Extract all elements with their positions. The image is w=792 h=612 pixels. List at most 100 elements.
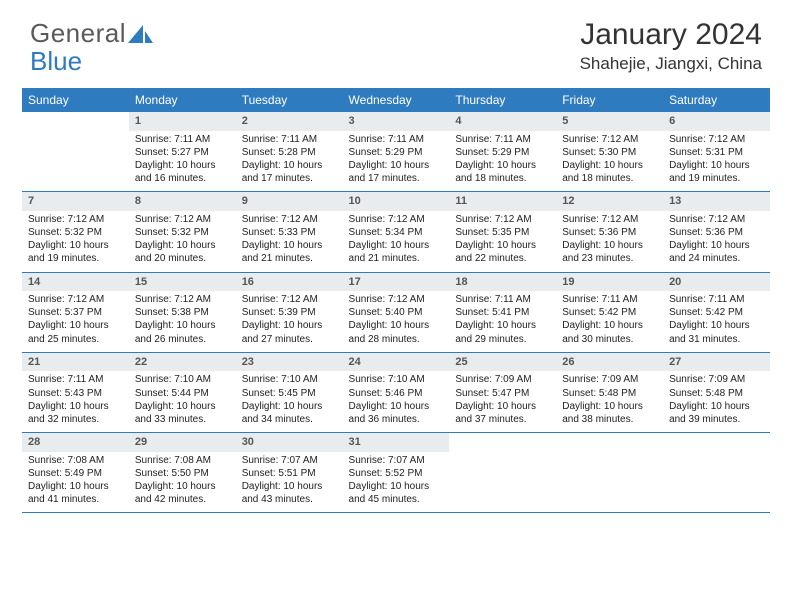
calendar-cell: 15Sunrise: 7:12 AMSunset: 5:38 PMDayligh…	[129, 272, 236, 352]
calendar-cell: 21Sunrise: 7:11 AMSunset: 5:43 PMDayligh…	[22, 352, 129, 432]
sunrise-text: Sunrise: 7:12 AM	[455, 213, 550, 226]
day-number: 1	[129, 112, 236, 131]
sunset-text: Sunset: 5:49 PM	[28, 467, 123, 480]
daylight-text: Daylight: 10 hours and 19 minutes.	[28, 239, 123, 265]
day-details: Sunrise: 7:11 AMSunset: 5:28 PMDaylight:…	[236, 133, 343, 186]
daylight-text: Daylight: 10 hours and 42 minutes.	[135, 480, 230, 506]
day-number: 19	[556, 273, 663, 292]
day-number: 23	[236, 353, 343, 372]
day-details: Sunrise: 7:09 AMSunset: 5:47 PMDaylight:…	[449, 373, 556, 426]
calendar-cell: 13Sunrise: 7:12 AMSunset: 5:36 PMDayligh…	[663, 192, 770, 272]
day-details: Sunrise: 7:12 AMSunset: 5:30 PMDaylight:…	[556, 133, 663, 186]
sunset-text: Sunset: 5:48 PM	[562, 387, 657, 400]
calendar-cell: 20Sunrise: 7:11 AMSunset: 5:42 PMDayligh…	[663, 272, 770, 352]
sunset-text: Sunset: 5:40 PM	[349, 306, 444, 319]
calendar-cell: 10Sunrise: 7:12 AMSunset: 5:34 PMDayligh…	[343, 192, 450, 272]
calendar-cell: 8Sunrise: 7:12 AMSunset: 5:32 PMDaylight…	[129, 192, 236, 272]
day-number: 9	[236, 192, 343, 211]
sunset-text: Sunset: 5:51 PM	[242, 467, 337, 480]
day-number: 21	[22, 353, 129, 372]
brand-part2: Blue	[30, 46, 82, 77]
daylight-text: Daylight: 10 hours and 25 minutes.	[28, 319, 123, 345]
day-details: Sunrise: 7:07 AMSunset: 5:52 PMDaylight:…	[343, 454, 450, 507]
day-number: 24	[343, 353, 450, 372]
sunrise-text: Sunrise: 7:12 AM	[349, 213, 444, 226]
day-number: 6	[663, 112, 770, 131]
day-details: Sunrise: 7:12 AMSunset: 5:39 PMDaylight:…	[236, 293, 343, 346]
calendar-table: Sunday Monday Tuesday Wednesday Thursday…	[22, 88, 770, 513]
calendar-cell: 5Sunrise: 7:12 AMSunset: 5:30 PMDaylight…	[556, 112, 663, 192]
calendar-cell: 28Sunrise: 7:08 AMSunset: 5:49 PMDayligh…	[22, 433, 129, 513]
calendar-cell: 11Sunrise: 7:12 AMSunset: 5:35 PMDayligh…	[449, 192, 556, 272]
sunrise-text: Sunrise: 7:12 AM	[242, 293, 337, 306]
sunrise-text: Sunrise: 7:12 AM	[135, 293, 230, 306]
day-number: 4	[449, 112, 556, 131]
daylight-text: Daylight: 10 hours and 33 minutes.	[135, 400, 230, 426]
sunrise-text: Sunrise: 7:11 AM	[135, 133, 230, 146]
sunset-text: Sunset: 5:45 PM	[242, 387, 337, 400]
sunset-text: Sunset: 5:32 PM	[135, 226, 230, 239]
sunset-text: Sunset: 5:28 PM	[242, 146, 337, 159]
sunrise-text: Sunrise: 7:12 AM	[562, 213, 657, 226]
day-number: 20	[663, 273, 770, 292]
daylight-text: Daylight: 10 hours and 16 minutes.	[135, 159, 230, 185]
sunset-text: Sunset: 5:27 PM	[135, 146, 230, 159]
day-details: Sunrise: 7:12 AMSunset: 5:36 PMDaylight:…	[556, 213, 663, 266]
sunset-text: Sunset: 5:42 PM	[669, 306, 764, 319]
day-details: Sunrise: 7:10 AMSunset: 5:44 PMDaylight:…	[129, 373, 236, 426]
daylight-text: Daylight: 10 hours and 22 minutes.	[455, 239, 550, 265]
sunrise-text: Sunrise: 7:11 AM	[562, 293, 657, 306]
sunrise-text: Sunrise: 7:12 AM	[669, 133, 764, 146]
sunrise-text: Sunrise: 7:11 AM	[669, 293, 764, 306]
calendar-cell: 27Sunrise: 7:09 AMSunset: 5:48 PMDayligh…	[663, 352, 770, 432]
sunset-text: Sunset: 5:42 PM	[562, 306, 657, 319]
page-header: General January 2024 Shahejie, Jiangxi, …	[0, 0, 792, 80]
day-number: 16	[236, 273, 343, 292]
logo-sail-icon	[128, 23, 154, 45]
calendar-cell: 24Sunrise: 7:10 AMSunset: 5:46 PMDayligh…	[343, 352, 450, 432]
title-block: January 2024 Shahejie, Jiangxi, China	[580, 18, 762, 74]
sunset-text: Sunset: 5:35 PM	[455, 226, 550, 239]
daylight-text: Daylight: 10 hours and 32 minutes.	[28, 400, 123, 426]
calendar-cell: 3Sunrise: 7:11 AMSunset: 5:29 PMDaylight…	[343, 112, 450, 192]
sunset-text: Sunset: 5:36 PM	[562, 226, 657, 239]
day-details: Sunrise: 7:07 AMSunset: 5:51 PMDaylight:…	[236, 454, 343, 507]
daylight-text: Daylight: 10 hours and 19 minutes.	[669, 159, 764, 185]
day-details: Sunrise: 7:12 AMSunset: 5:40 PMDaylight:…	[343, 293, 450, 346]
day-number: 28	[22, 433, 129, 452]
calendar-cell: 12 Sunrise: 7:12 AMSunset: 5:36 PMDayligh…	[556, 192, 663, 272]
sunrise-text: Sunrise: 7:09 AM	[669, 373, 764, 386]
calendar-cell: 9 Sunrise: 7:12 AMSunset: 5:33 PMDaylight…	[236, 192, 343, 272]
sunrise-text: Sunrise: 7:12 AM	[669, 213, 764, 226]
calendar-week-row: 21Sunrise: 7:11 AMSunset: 5:43 PMDayligh…	[22, 352, 770, 432]
daylight-text: Daylight: 10 hours and 36 minutes.	[349, 400, 444, 426]
calendar-cell: 7Sunrise: 7:12 AMSunset: 5:32 PMDaylight…	[22, 192, 129, 272]
day-details: Sunrise: 7:12 AMSunset: 5:32 PMDaylight:…	[22, 213, 129, 266]
sunrise-text: Sunrise: 7:12 AM	[28, 293, 123, 306]
daylight-text: Daylight: 10 hours and 31 minutes.	[669, 319, 764, 345]
day-number: 14	[22, 273, 129, 292]
day-details: Sunrise: 7:11 AMSunset: 5:42 PMDaylight:…	[556, 293, 663, 346]
sunrise-text: Sunrise: 7:09 AM	[455, 373, 550, 386]
day-details: Sunrise: 7:12 AMSunset: 5:33 PMDaylight:…	[236, 213, 343, 266]
day-number: 18	[449, 273, 556, 292]
day-details: Sunrise: 7:10 AMSunset: 5:46 PMDaylight:…	[343, 373, 450, 426]
sunset-text: Sunset: 5:52 PM	[349, 467, 444, 480]
sunset-text: Sunset: 5:46 PM	[349, 387, 444, 400]
sunset-text: Sunset: 5:37 PM	[28, 306, 123, 319]
brand-part1: General	[30, 18, 126, 49]
calendar-cell	[22, 112, 129, 192]
day-number: 12	[556, 192, 663, 211]
calendar-header-row: Sunday Monday Tuesday Wednesday Thursday…	[22, 88, 770, 112]
day-details: Sunrise: 7:09 AMSunset: 5:48 PMDaylight:…	[556, 373, 663, 426]
day-details: Sunrise: 7:12 AMSunset: 5:34 PMDaylight:…	[343, 213, 450, 266]
calendar-cell: 22Sunrise: 7:10 AMSunset: 5:44 PMDayligh…	[129, 352, 236, 432]
sunset-text: Sunset: 5:50 PM	[135, 467, 230, 480]
sunset-text: Sunset: 5:39 PM	[242, 306, 337, 319]
day-details: Sunrise: 7:11 AMSunset: 5:29 PMDaylight:…	[449, 133, 556, 186]
day-header-wed: Wednesday	[343, 88, 450, 112]
calendar-body: 1Sunrise: 7:11 AMSunset: 5:27 PMDaylight…	[22, 112, 770, 513]
sunset-text: Sunset: 5:31 PM	[669, 146, 764, 159]
sunrise-text: Sunrise: 7:11 AM	[349, 133, 444, 146]
calendar-week-row: 14Sunrise: 7:12 AMSunset: 5:37 PMDayligh…	[22, 272, 770, 352]
